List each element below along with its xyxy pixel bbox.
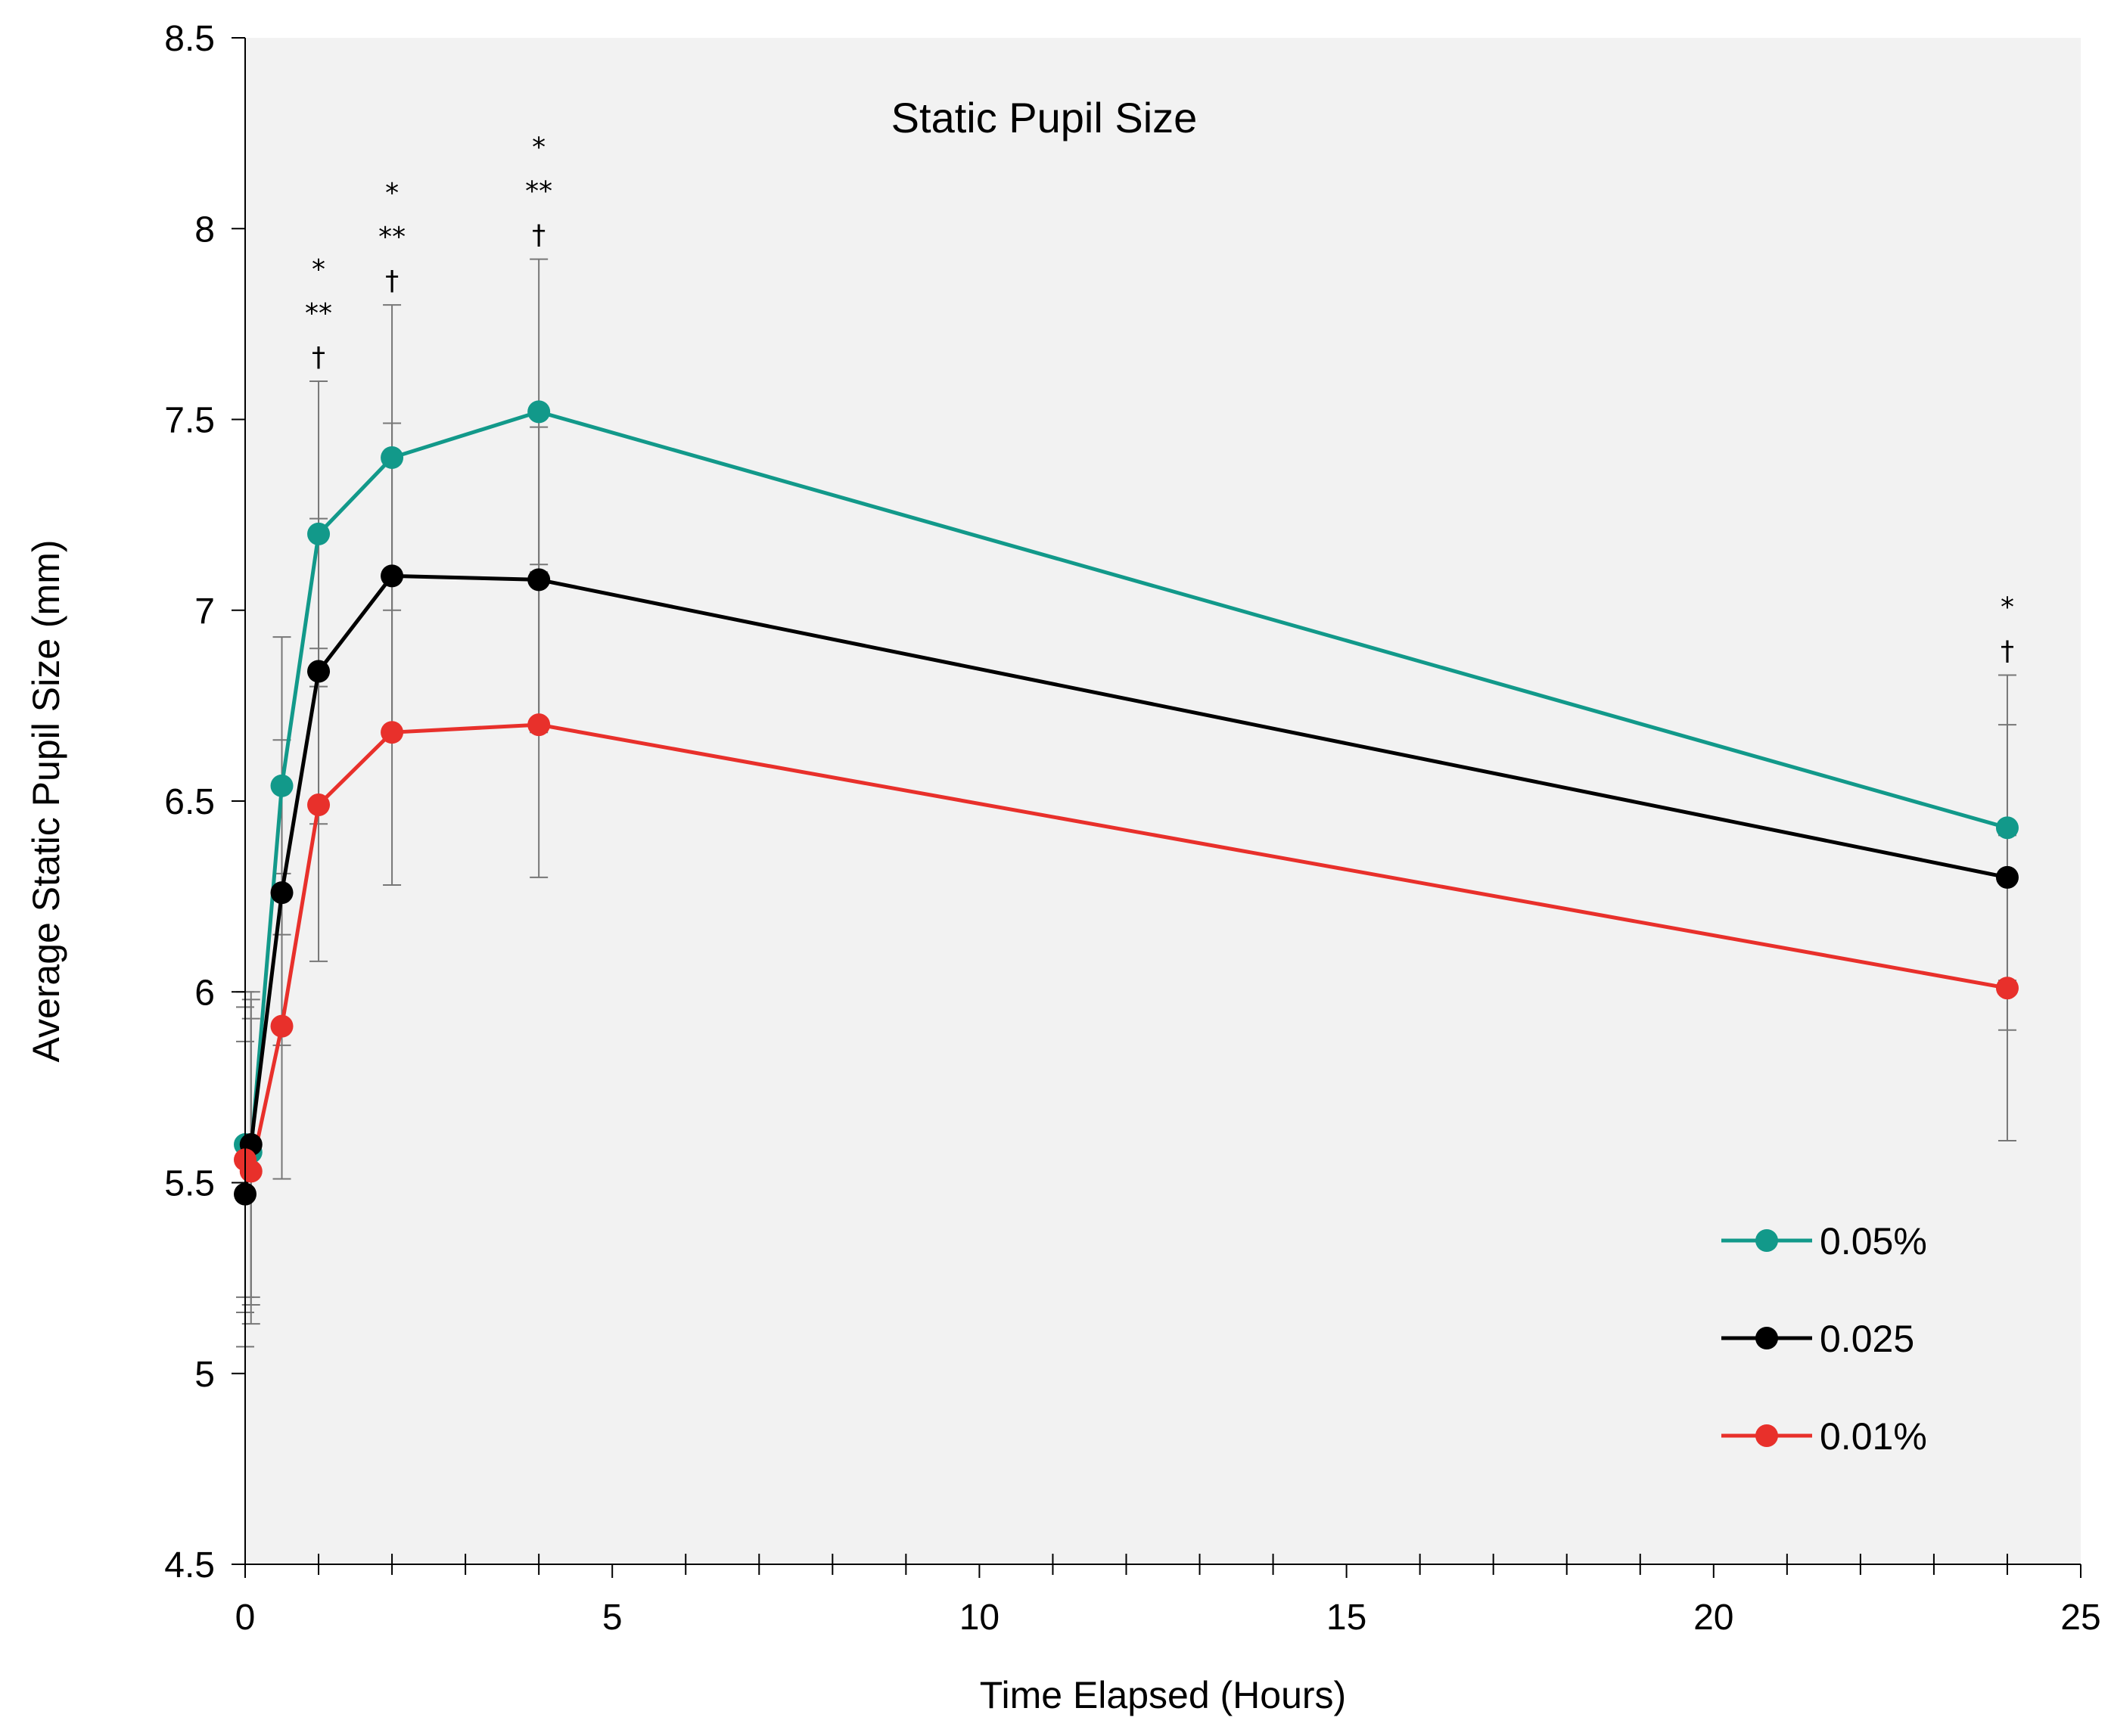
significance-marker: † xyxy=(385,266,399,297)
data-point xyxy=(381,446,404,469)
y-tick-label: 4.5 xyxy=(164,1545,215,1585)
data-point xyxy=(1995,977,2019,1000)
data-point xyxy=(270,774,294,797)
x-axis-title: Time Elapsed (Hours) xyxy=(980,1674,1346,1716)
data-point xyxy=(527,713,551,737)
x-tick-label: 15 xyxy=(1326,1598,1366,1638)
data-point xyxy=(270,1014,294,1038)
plot-area-background xyxy=(245,38,2081,1564)
y-tick-label: 8.5 xyxy=(164,19,215,59)
chart-title: Static Pupil Size xyxy=(891,94,1198,141)
data-point xyxy=(527,568,551,592)
significance-marker: * xyxy=(2001,592,2014,623)
significance-marker: † xyxy=(532,220,546,251)
y-tick-label: 5 xyxy=(194,1355,215,1395)
significance-marker: ** xyxy=(525,176,552,207)
significance-marker: ** xyxy=(305,298,332,329)
data-point xyxy=(307,660,331,683)
legend: 0.05% 0.025 0.01% xyxy=(1721,1220,1927,1458)
significance-marker: * xyxy=(532,132,546,163)
legend-label: 0.01% xyxy=(1820,1415,1927,1458)
data-point xyxy=(381,721,404,744)
data-point xyxy=(239,1160,263,1183)
data-point xyxy=(270,881,294,905)
y-tick-label: 6.5 xyxy=(164,782,215,822)
y-axis-title: Average Static Pupil Size (mm) xyxy=(25,540,67,1063)
legend-item: 0.01% xyxy=(1721,1415,1927,1458)
y-tick-label: 5.5 xyxy=(164,1164,215,1204)
significance-marker: † xyxy=(312,342,325,373)
significance-marker: ** xyxy=(378,222,406,253)
x-tick-label: 10 xyxy=(959,1598,1000,1638)
data-point xyxy=(381,564,404,588)
x-tick-label: 25 xyxy=(2060,1598,2100,1638)
significance-marker: * xyxy=(385,178,399,209)
y-tick-label: 7.5 xyxy=(164,401,215,441)
x-tick-label: 0 xyxy=(235,1598,256,1638)
data-point xyxy=(1995,865,2019,889)
x-tick-label: 20 xyxy=(1693,1598,1733,1638)
legend-item: 0.05% xyxy=(1721,1220,1927,1262)
y-tick-label: 7 xyxy=(194,592,215,632)
legend-item: 0.025 xyxy=(1721,1318,1914,1360)
legend-label: 0.025 xyxy=(1820,1318,1914,1360)
data-point xyxy=(307,522,331,545)
significance-marker: * xyxy=(312,254,325,285)
x-tick-label: 5 xyxy=(602,1598,623,1638)
y-tick-label: 6 xyxy=(194,973,215,1013)
data-point xyxy=(1995,816,2019,840)
data-point xyxy=(527,400,551,424)
legend-label: 0.05% xyxy=(1820,1220,1927,1262)
significance-marker: † xyxy=(2001,636,2014,667)
data-point xyxy=(307,793,331,817)
y-tick-label: 8 xyxy=(194,210,215,250)
